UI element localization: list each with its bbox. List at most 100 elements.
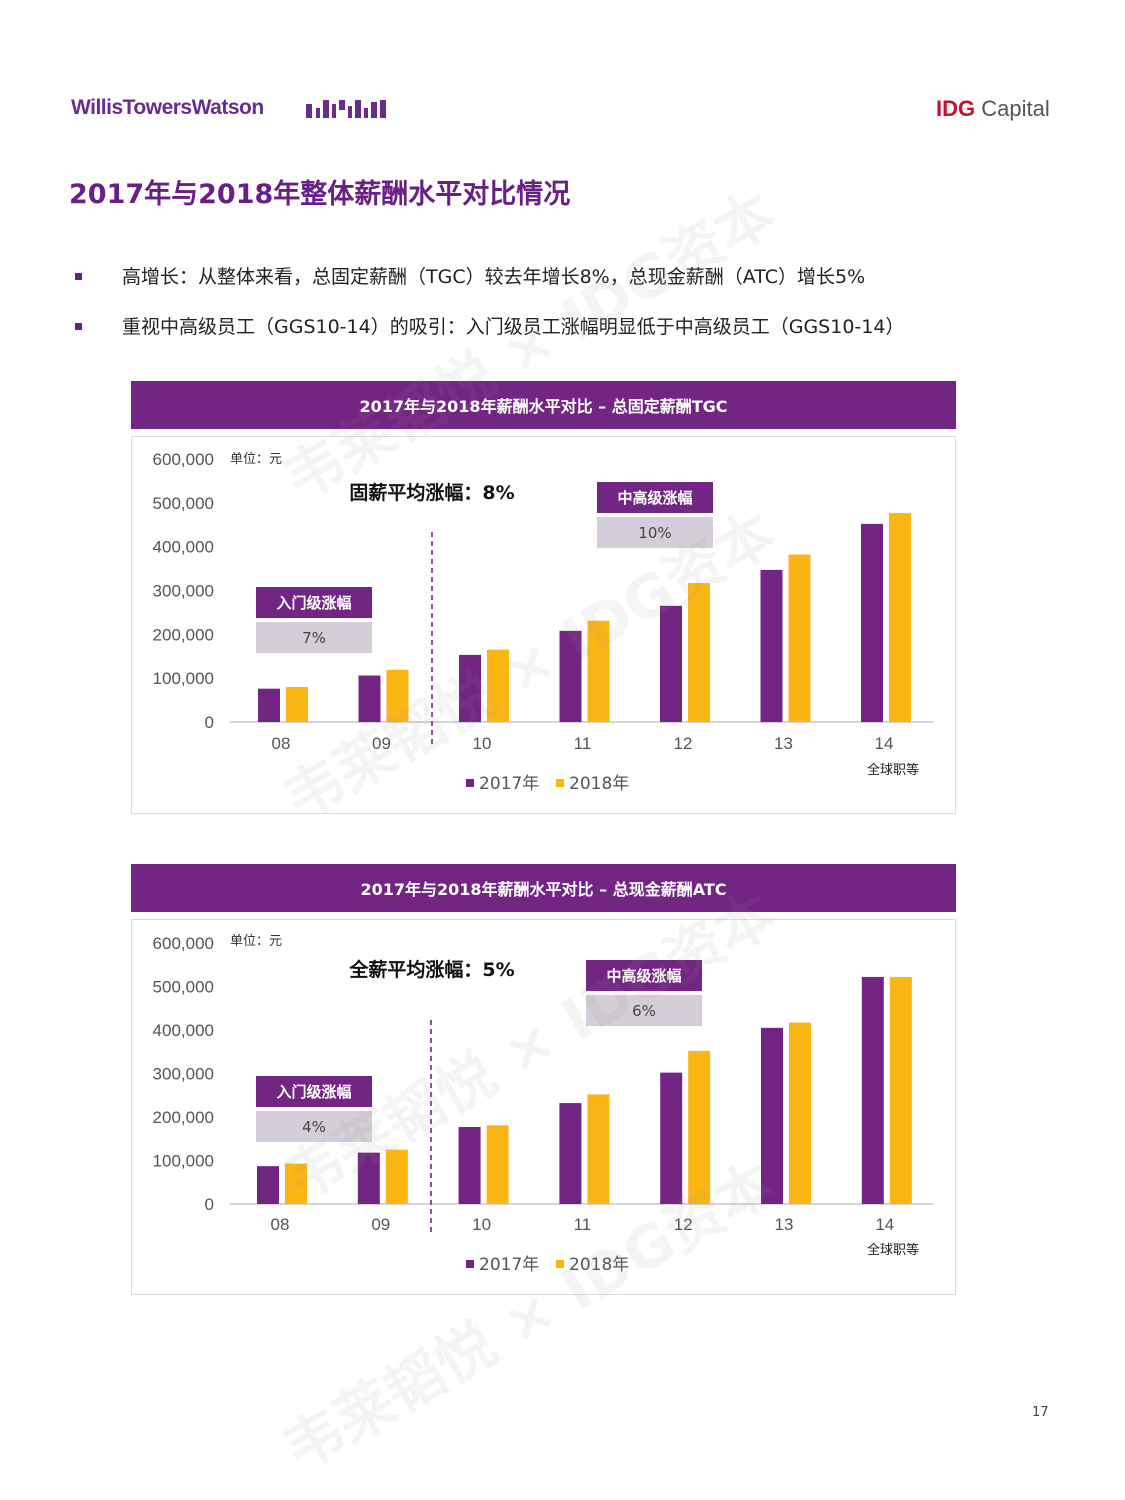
y-tick-label: 200,000 — [153, 1108, 214, 1127]
annotation-header-box — [256, 587, 372, 618]
bar-2017年 — [458, 1127, 481, 1204]
y-tick-label: 0 — [205, 1195, 214, 1214]
annotation-label: 中高级涨幅 — [617, 489, 692, 507]
legend-swatch — [556, 1260, 564, 1268]
annotation-value-box — [256, 622, 372, 653]
bar-2017年 — [559, 630, 582, 722]
page-number: 17 — [1032, 1405, 1049, 1420]
bar-2017年 — [660, 1072, 683, 1204]
bar-2017年 — [358, 675, 381, 722]
y-tick-label: 400,000 — [153, 1021, 214, 1040]
bullet-text: 重视中高级员工（GGS10-14）的吸引：入门级员工涨幅明显低于中高级员工（GG… — [122, 316, 905, 338]
y-tick-label: 500,000 — [153, 494, 214, 513]
legend-label: 2018年 — [569, 1255, 629, 1275]
bar-chart-tgc: 600,000 500,000 400,000 300,000 200,000 100,0… — [153, 450, 934, 794]
y-tick-label: 100,000 — [153, 1152, 214, 1171]
x-tick-label: 10 — [473, 734, 492, 753]
x-tick-label: 11 — [574, 734, 592, 753]
page-title: 2017年与2018年整体薪酬水平对比情况 — [69, 179, 571, 210]
annotation-label: 入门级涨幅 — [276, 594, 351, 612]
willis-towers-watson-logo: WillisTowersWatson — [71, 96, 264, 119]
annotation-label: 中高级涨幅 — [606, 967, 681, 985]
annotation-value: 6% — [632, 1002, 656, 1020]
annotation-header-box — [597, 482, 713, 513]
annotation-value: 7% — [302, 629, 326, 647]
x-tick-label: 11 — [574, 1215, 592, 1234]
bar-2017年 — [357, 1152, 380, 1204]
y-tick-label: 200,000 — [153, 625, 214, 644]
bar-2018年 — [688, 1050, 711, 1204]
bar-2017年 — [257, 1166, 279, 1204]
y-tick-label: 300,000 — [153, 582, 214, 601]
x-tick-label: 09 — [371, 1215, 390, 1234]
y-tick-label: 500,000 — [153, 978, 214, 997]
legend-swatch — [556, 779, 564, 787]
bar-2017年 — [258, 688, 280, 722]
y-tick-label: 600,000 — [153, 450, 214, 469]
bar-2018年 — [286, 686, 308, 722]
annotation-value-box — [597, 517, 713, 548]
unit-label: 单位：元 — [230, 452, 282, 467]
bar-2017年 — [861, 523, 883, 722]
bar-2018年 — [285, 1163, 307, 1204]
legend-swatch — [466, 1260, 474, 1268]
x-tick-label: 13 — [775, 1215, 794, 1234]
bar-2018年 — [587, 620, 610, 722]
bar-2017年 — [459, 654, 481, 722]
chart-panel-tgc: 2017年与2018年薪酬水平对比 – 总固定薪酬TGC 600,000 500,… — [131, 381, 956, 814]
x-tick-label: 08 — [271, 1215, 290, 1234]
annotation-header-box — [256, 1076, 372, 1107]
x-tick-label: 12 — [674, 734, 693, 753]
bar-2017年 — [760, 569, 783, 722]
legend-label: 2018年 — [569, 774, 629, 794]
idg-brand-text: IDG — [936, 96, 976, 121]
bar-2018年 — [385, 1149, 408, 1204]
bar-2017年 — [660, 605, 682, 722]
x-tick-label: 10 — [472, 1215, 491, 1234]
bar-2018年 — [386, 669, 409, 722]
bar-2018年 — [789, 1022, 811, 1204]
y-tick-label: 300,000 — [153, 1065, 214, 1084]
chart-body: 600,000 500,000 400,000 300,000 200,000 100,0… — [131, 919, 956, 1295]
chart-panel-atc: 2017年与2018年薪酬水平对比 – 总现金薪酬ATC 600,000 500,… — [131, 864, 956, 1295]
x-tick-label: 14 — [875, 734, 894, 753]
annotation-value: 10% — [638, 524, 671, 542]
bar-2018年 — [688, 583, 710, 722]
average-increase-label: 固薪平均涨幅：8% — [349, 481, 514, 504]
x-tick-label: 14 — [875, 1215, 894, 1234]
legend-swatch — [466, 779, 474, 787]
bar-2017年 — [559, 1103, 582, 1204]
y-tick-label: 100,000 — [153, 669, 214, 688]
bar-2017年 — [861, 976, 884, 1204]
bar-chart-atc: 600,000 500,000 400,000 300,000 200,000 100,0… — [153, 934, 934, 1275]
bullet-square-icon — [75, 323, 82, 330]
x-tick-label: 09 — [372, 734, 391, 753]
capital-text: Capital — [975, 96, 1050, 121]
legend-label: 2017年 — [479, 774, 539, 794]
annotation-label: 入门级涨幅 — [276, 1083, 351, 1101]
chart-body: 600,000 500,000 400,000 300,000 200,000 100,0… — [131, 436, 956, 814]
annotation-value-box — [256, 1111, 372, 1142]
y-tick-label: 600,000 — [153, 934, 214, 953]
annotation-value-box — [586, 995, 702, 1026]
chart-title: 2017年与2018年薪酬水平对比 – 总固定薪酬TGC — [131, 381, 956, 429]
bar-2018年 — [788, 554, 811, 722]
chart-title: 2017年与2018年薪酬水平对比 – 总现金薪酬ATC — [131, 864, 956, 912]
x-axis-label: 全球职等 — [867, 1242, 919, 1258]
idg-capital-logo: IDG Capital — [936, 96, 1050, 122]
bar-2018年 — [487, 649, 509, 722]
bar-2017年 — [761, 1027, 783, 1204]
bullet-text: 高增长：从整体来看，总固定薪酬（TGC）较去年增长8%，总现金薪酬（ATC）增长… — [122, 266, 866, 288]
annotation-header-box — [586, 960, 702, 991]
bar-2018年 — [889, 512, 911, 722]
unit-label: 单位：元 — [230, 934, 282, 949]
bullet-square-icon — [75, 273, 82, 280]
x-axis-label: 全球职等 — [867, 762, 919, 778]
average-increase-label: 全薪平均涨幅：5% — [348, 958, 514, 981]
wtw-logo-mark-icon — [306, 100, 386, 118]
bar-2018年 — [587, 1094, 610, 1204]
legend-label: 2017年 — [479, 1255, 539, 1275]
y-tick-label: 400,000 — [153, 538, 214, 557]
bar-2018年 — [486, 1125, 509, 1204]
bar-2018年 — [889, 976, 912, 1204]
